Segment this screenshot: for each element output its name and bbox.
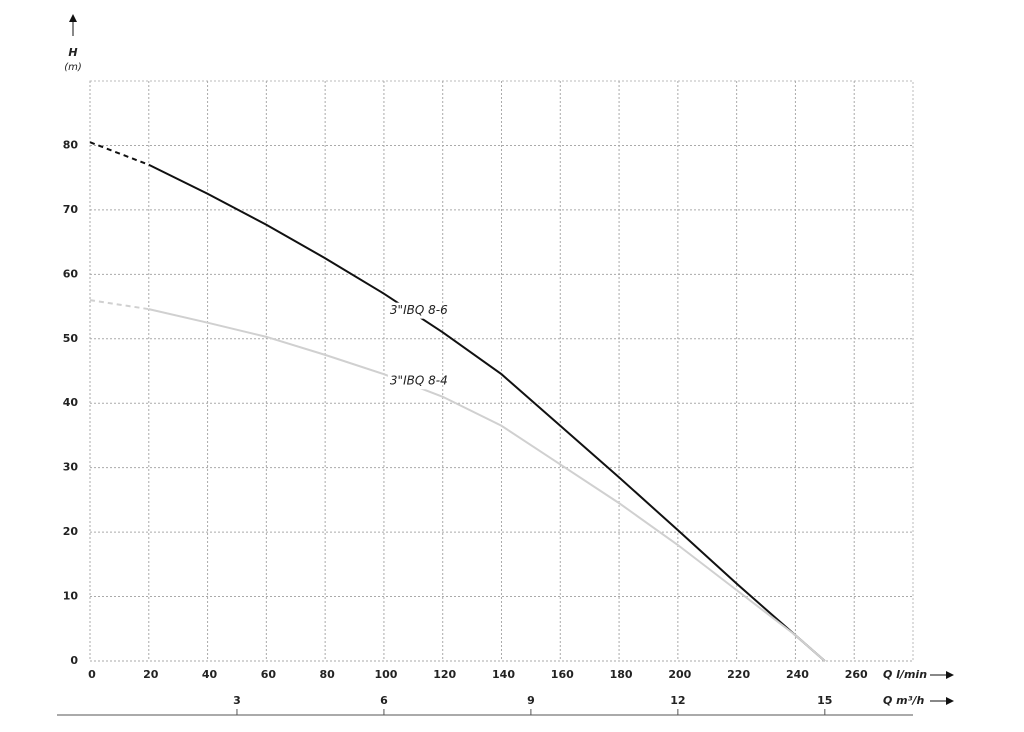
y-tick-label: 80 (63, 138, 79, 151)
x-tick-label: 0 (88, 668, 96, 681)
y-arrow-head (69, 14, 77, 22)
y-unit: (m) (64, 62, 82, 73)
y-tick-label: 50 (63, 332, 79, 345)
x2-tick-label: 15 (817, 694, 832, 707)
x-tick-label: 180 (610, 668, 633, 681)
x-tick-label: 220 (727, 668, 750, 681)
y-tick-label: 20 (63, 525, 79, 538)
x-tick-label: 160 (551, 668, 574, 681)
label-bg (387, 373, 442, 390)
series-label: 3"IBQ 8-4 (390, 374, 448, 388)
y-tick-label: 40 (63, 396, 79, 409)
y-tick-label: 0 (70, 654, 78, 667)
x-tick-label: 40 (202, 668, 218, 681)
x2-tick-label: 6 (380, 694, 388, 707)
y-tick-label: 60 (63, 267, 79, 280)
x-tick-label: 60 (261, 668, 277, 681)
label-bg (387, 302, 442, 319)
y-tick-label: 30 (63, 461, 79, 474)
x-tick-label: 20 (143, 668, 159, 681)
x-tick-label: 140 (492, 668, 515, 681)
x-tick-label: 240 (786, 668, 809, 681)
x-tick-label: 80 (319, 668, 335, 681)
curve (148, 163, 826, 662)
x-tick-label: 200 (668, 668, 691, 681)
x-label: Q l/min (883, 668, 927, 681)
curve (148, 308, 826, 662)
x2-tick-label: 12 (670, 694, 685, 707)
x2-tick-label: 9 (527, 694, 535, 707)
x2-tick-label: 3 (233, 694, 241, 707)
x-tick-label: 120 (433, 668, 456, 681)
x2-arrow-head (946, 697, 954, 705)
y-tick-label: 70 (63, 203, 79, 216)
y-label: H (68, 46, 77, 59)
series-label: 3"IBQ 8-6 (390, 303, 448, 317)
y-tick-label: 10 (63, 590, 79, 603)
x2-label: Q m³/h (883, 694, 924, 707)
x-tick-label: 100 (374, 668, 397, 681)
curve-extrapolated (89, 299, 149, 311)
curve-extrapolated (89, 141, 150, 166)
x-arrow-head (946, 671, 954, 679)
x-tick-label: 260 (845, 668, 868, 681)
